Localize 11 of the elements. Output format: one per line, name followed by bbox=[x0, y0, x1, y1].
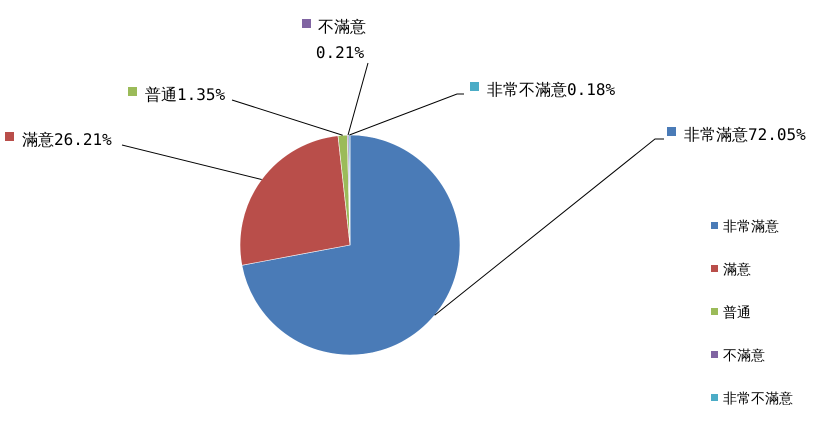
legend-label: 普通 bbox=[723, 305, 751, 321]
legend-label: 不滿意 bbox=[723, 348, 765, 364]
legend-label: 非常滿意 bbox=[723, 219, 779, 235]
legend-label: 非常不滿意 bbox=[723, 391, 793, 407]
legend-label: 滿意 bbox=[723, 262, 751, 278]
data-label: 滿意26.21% bbox=[22, 130, 112, 149]
data-label: 普通1.35% bbox=[145, 85, 226, 104]
data-label: 不滿意 bbox=[318, 17, 366, 36]
data-label: 非常不滿意0.18% bbox=[487, 80, 616, 99]
data-label: 非常滿意72.05% bbox=[684, 125, 806, 144]
data-label: 0.21% bbox=[316, 43, 364, 62]
